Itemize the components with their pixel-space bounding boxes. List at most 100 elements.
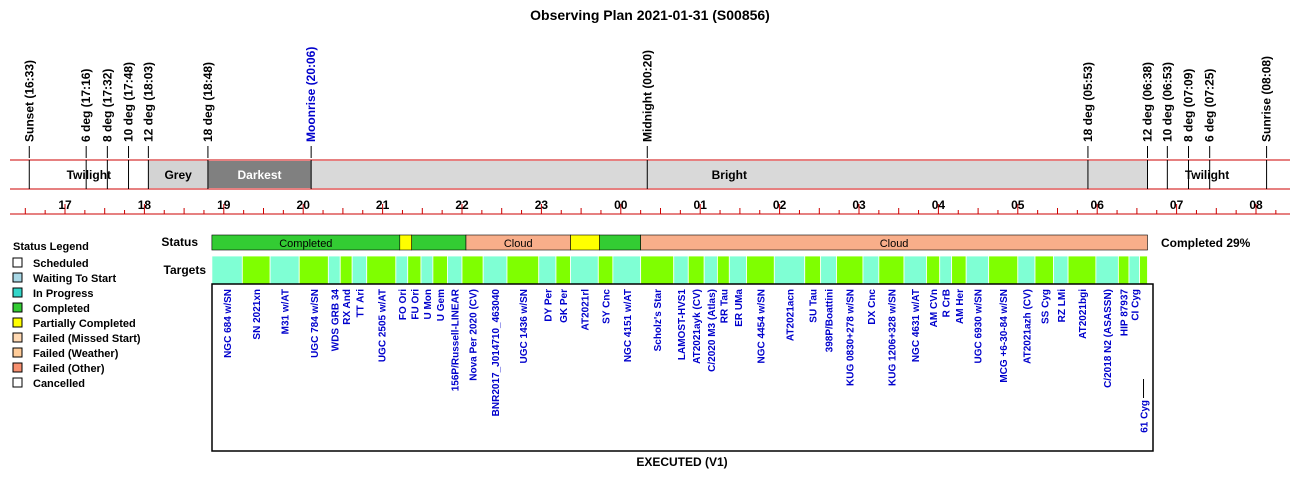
axis-tick-label: 05	[1011, 198, 1025, 212]
target-block	[555, 255, 571, 285]
time-axis: 17 18 19 20 21 22 23 00 01 02 03 04 05 06 07 08	[10, 198, 1290, 215]
axis-tick-label: 23	[535, 198, 549, 212]
legend-swatch	[12, 377, 23, 388]
target-block	[820, 255, 837, 285]
target-block	[447, 255, 463, 285]
target-name: 398P/Boattini	[825, 289, 836, 353]
target-name: KUG 0830+278 w/SN	[846, 289, 857, 386]
target-name: MCG +6-30-84 w/SN	[999, 289, 1010, 383]
chart-title: Observing Plan 2021-01-31 (S00856)	[530, 7, 770, 23]
target-name: 61 Cyg	[1140, 400, 1151, 433]
target-name: UGC 2505 w/AT	[377, 289, 388, 362]
target-name: M31 w/AT	[281, 289, 292, 334]
target-name: UGC 6930 w/SN	[973, 289, 984, 363]
target-name: C/2020 M3 (Atlas)	[707, 289, 718, 372]
targets-row-label: Targets	[164, 263, 207, 277]
target-name: BNR2017_J014710_463040	[491, 289, 502, 417]
target-block	[965, 255, 990, 285]
target-name: U Mon	[423, 289, 434, 320]
target-name: TT Ari	[355, 289, 366, 318]
event-label: 10 deg (06:53)	[1160, 62, 1174, 142]
target-block	[939, 255, 953, 285]
phase-segment	[311, 161, 1148, 188]
completed-percentage: Completed 29%	[1161, 236, 1251, 250]
phase-label: Bright	[712, 168, 747, 182]
target-name: NGC 4454 w/SN	[756, 289, 767, 363]
target-block	[1095, 255, 1119, 285]
legend-label: Scheduled	[33, 258, 89, 270]
target-name: Scholz's Star	[653, 289, 664, 352]
legend-label: Failed (Other)	[33, 363, 105, 375]
target-block	[687, 255, 705, 285]
target-name: GK Per	[559, 289, 570, 323]
target-block	[804, 255, 822, 285]
target-name: NGC 4151 w/AT	[623, 289, 634, 362]
phase-segment	[207, 161, 312, 188]
target-block	[836, 255, 864, 285]
target-name: SS Cyg	[1040, 289, 1051, 324]
legend-label: Waiting To Start	[33, 273, 116, 285]
event-label: Sunset (16:33)	[22, 60, 36, 142]
event-label: 18 deg (18:48)	[201, 62, 215, 142]
status-row-label: Status	[161, 235, 198, 249]
target-name: UGC 784 w/SN	[310, 289, 321, 358]
target-name: R CrB	[942, 289, 953, 317]
axis-tick-label: 20	[297, 198, 311, 212]
target-block	[862, 255, 880, 285]
event-label: 8 deg (07:09)	[1182, 69, 1196, 142]
status-segment	[640, 234, 1148, 251]
status-segment	[399, 234, 413, 251]
target-name: FU Ori	[410, 289, 421, 320]
event-label: Sunrise (08:08)	[1260, 56, 1274, 142]
axis-tick-label: 07	[1170, 198, 1184, 212]
event-label: 10 deg (17:48)	[122, 62, 136, 142]
target-block	[728, 255, 747, 285]
axis-tick-label: 04	[932, 198, 946, 212]
target-block	[570, 255, 599, 285]
target-name: CI Cyg	[1130, 289, 1141, 321]
status-legend: Status Legend Scheduled Waiting To Start In…	[12, 241, 141, 390]
target-name: Nova Per 2020 (CV)	[469, 289, 480, 381]
target-block	[773, 255, 806, 285]
target-block	[703, 255, 718, 285]
target-name: RR Tau	[719, 289, 730, 323]
event-label: 18 deg (05:53)	[1081, 62, 1095, 142]
target-block	[506, 255, 540, 285]
target-block	[241, 255, 271, 285]
target-block	[351, 255, 368, 285]
legend-label: In Progress	[33, 288, 94, 300]
target-block	[1017, 255, 1036, 285]
target-block	[432, 255, 448, 285]
target-block	[395, 255, 409, 285]
legend-title: Status Legend	[13, 241, 89, 253]
phase-label: Twilight	[1185, 168, 1229, 182]
axis-tick-label: 03	[852, 198, 866, 212]
target-name: SY Cnc	[602, 289, 613, 324]
target-block	[461, 255, 484, 285]
target-block	[211, 255, 243, 285]
target-block	[482, 255, 508, 285]
target-name: NGC 684 w/SN	[223, 289, 234, 358]
target-block	[269, 255, 300, 285]
target-name: U Gem	[436, 289, 447, 321]
legend-swatch	[12, 362, 23, 373]
phase-label: Twilight	[67, 168, 111, 182]
axis-tick-label: 08	[1249, 198, 1263, 212]
target-block	[878, 255, 905, 285]
target-name: FO Ori	[398, 289, 409, 320]
target-block	[420, 255, 434, 285]
target-block	[1067, 255, 1097, 285]
axis-tick-label: 19	[217, 198, 231, 212]
target-block	[612, 255, 642, 285]
axis-tick-label: 02	[773, 198, 787, 212]
target-name: AT2021bgi	[1078, 289, 1089, 339]
target-name: C/2018 N2 (ASASSN)	[1103, 289, 1114, 388]
target-block	[1139, 255, 1148, 285]
target-block	[298, 255, 329, 285]
axis-tick-label: 06	[1091, 198, 1105, 212]
target-name: AT2021acn	[786, 289, 797, 341]
target-block	[903, 255, 927, 285]
target-name: UGC 1436 w/SN	[519, 289, 530, 363]
legend-label: Failed (Missed Start)	[33, 333, 141, 345]
